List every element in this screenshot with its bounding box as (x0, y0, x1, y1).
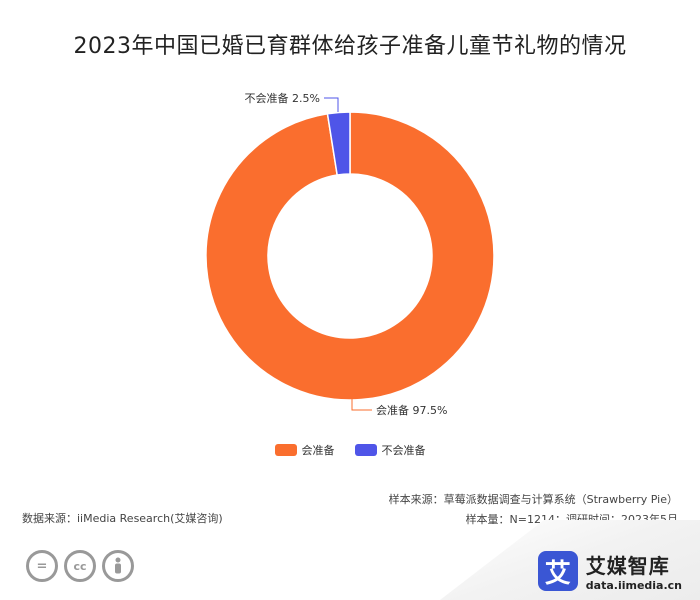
chart-title: 2023年中国已婚已育群体给孩子准备儿童节礼物的情况 (73, 34, 627, 59)
sample-source: 样本来源：草莓派数据调查与计算系统（Strawberry Pie） (388, 493, 678, 506)
donut-chart: 会准备 97.5% 不会准备 2.5% (205, 91, 495, 417)
data-label-1: 不会准备 2.5% (245, 91, 320, 105)
brand-url: data.iimedia.cn (585, 579, 682, 592)
leader-line-0 (351, 398, 372, 411)
chart-legend: 会准备 不会准备 (0, 442, 700, 458)
legend-item-will-prepare[interactable]: 会准备 (274, 442, 335, 458)
brand-name: 艾媒智库 (585, 554, 670, 578)
brand-logo-icon: 艾 (537, 551, 578, 591)
brand-text: 艾媒智库 data.iimedia.cn (586, 550, 682, 592)
cc-icon: cc (64, 550, 96, 582)
leader-line-1 (324, 97, 339, 112)
donut-slice-1[interactable] (326, 111, 351, 176)
legend-label: 不会准备 (381, 444, 426, 457)
legend-swatch (354, 444, 377, 456)
license-icons: = cc (26, 550, 134, 582)
brand-block: 艾 艾媒智库 data.iimedia.cn (537, 550, 682, 592)
person-icon (102, 550, 134, 582)
equals-icon: = (26, 550, 58, 582)
data-label-0: 会准备 97.5% (376, 403, 447, 417)
donut-slice-0[interactable] (205, 111, 495, 401)
legend-label: 会准备 (301, 444, 335, 457)
legend-swatch (274, 444, 297, 456)
data-source: 数据来源：iiMedia Research(艾媒咨询) (22, 512, 223, 525)
legend-item-wont-prepare[interactable]: 不会准备 (354, 442, 426, 458)
